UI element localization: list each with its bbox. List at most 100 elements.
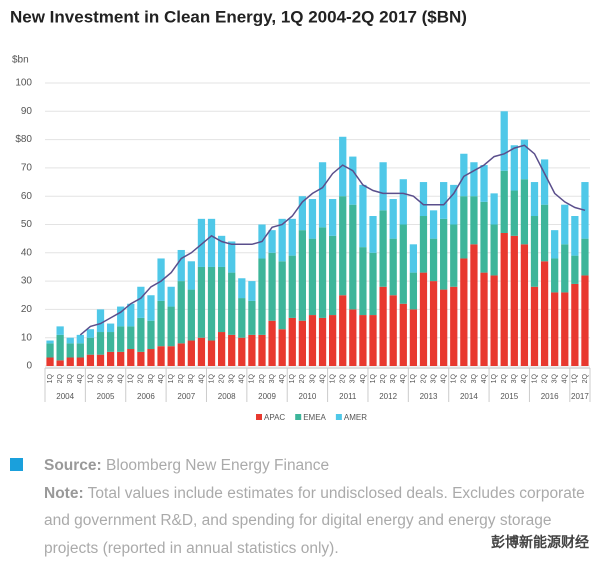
bar-segment [117, 306, 125, 327]
bar-segment [490, 275, 498, 366]
bar-segment [470, 244, 478, 366]
bar-segment [308, 315, 317, 366]
x-tick-label: 1Q [289, 373, 296, 383]
x-tick-label: 1Q [249, 373, 256, 383]
bar-segment [389, 199, 397, 239]
bar-segment [460, 153, 468, 197]
x-tick-label: 4Q [198, 373, 205, 383]
bar-segment [379, 286, 387, 366]
x-tick-label: 2Q [501, 373, 508, 383]
bar-segment [399, 179, 407, 225]
year-label: 2013 [420, 392, 438, 401]
bar-segment [106, 323, 115, 333]
x-tick-label: 1Q [208, 373, 215, 383]
x-tick-label: 3Q [511, 373, 518, 383]
x-tick-label: 4Q [77, 373, 84, 383]
bar-segment [137, 351, 145, 366]
bar-segment [510, 190, 518, 236]
x-tick-label: 2Q [178, 373, 185, 383]
x-tick-label: 4Q [158, 373, 165, 383]
bar-segment [318, 162, 327, 228]
bar-segment [379, 210, 387, 287]
bar-segment [167, 306, 175, 347]
bar-segment [238, 278, 246, 299]
watermark: 彭博新能源财经 [491, 534, 589, 550]
bar-segment [96, 309, 105, 333]
source-line: Source: Bloomberg New Energy Finance [44, 452, 589, 480]
bar-segment [258, 334, 266, 366]
bar-segment [379, 162, 387, 211]
bar-segment [339, 136, 347, 197]
x-tick-label: 1Q [531, 373, 538, 383]
year-label: 2006 [137, 392, 155, 401]
x-tick-label: 1Q [451, 373, 458, 383]
x-tick-label: 3Q [471, 373, 478, 383]
bar-segment [217, 266, 226, 333]
x-tick-label: 3Q [269, 373, 276, 383]
legend-swatch [295, 414, 302, 420]
bar-segment [278, 329, 286, 366]
bar-segment [147, 349, 155, 366]
bar-segment [349, 204, 357, 310]
bar-segment [450, 224, 458, 287]
bar-segment [187, 261, 195, 290]
bar-segment [197, 337, 206, 366]
x-tick-label: 1Q [491, 373, 498, 383]
bar-segment [46, 343, 54, 358]
bar-segment [540, 261, 549, 366]
bar-segment [339, 295, 347, 366]
bar-segment [470, 196, 478, 245]
legend-label: AMER [344, 413, 367, 422]
chart-title: New Investment in Clean Energy, 1Q 2004-… [10, 7, 467, 26]
bar-segment [460, 258, 468, 366]
bar-segment [86, 337, 95, 355]
y-tick-label: 10 [21, 332, 33, 343]
x-tick-label: 2Q [582, 373, 589, 383]
x-tick-label: 3Q [148, 373, 155, 383]
bar-segment [429, 210, 438, 239]
bar-segment [106, 351, 115, 366]
bar-segment [480, 272, 488, 366]
bar-segment [500, 170, 508, 233]
bar-segment [288, 255, 296, 318]
bar-segment [440, 182, 448, 219]
bar-segment [217, 235, 226, 267]
y-tick-label: 50 [21, 219, 33, 230]
bar-segment [137, 286, 145, 318]
bar-segment [520, 244, 529, 366]
y-tick-label: 20 [21, 304, 33, 315]
note-text: Total values include estimates for undis… [44, 484, 585, 557]
bar-segment [520, 179, 529, 245]
trend-line [79, 144, 586, 336]
bar-segment [248, 334, 256, 366]
bar-segment [329, 199, 337, 236]
legend-label: APAC [264, 413, 285, 422]
bar-segment [96, 354, 105, 366]
bar-segment [561, 292, 569, 366]
bar-segment [177, 281, 185, 344]
bar-segment [480, 165, 488, 202]
bar-segment [540, 159, 549, 205]
year-label: 2005 [97, 392, 115, 401]
bar-segment [581, 275, 589, 366]
bar-segment [86, 354, 95, 366]
x-tick-label: 3Q [229, 373, 236, 383]
bar-segment [530, 182, 539, 217]
bar-segment [399, 303, 407, 366]
bar-segment [329, 315, 337, 366]
bar-segment [369, 216, 377, 253]
bar-segment [228, 334, 236, 366]
y-axis-label: $bn [12, 55, 29, 66]
bar-segment [76, 357, 84, 366]
x-tick-label: 3Q [390, 373, 397, 383]
bar-segment [530, 216, 539, 287]
chart: New Investment in Clean Energy, 1Q 2004-… [10, 7, 591, 422]
x-tick-label: 1Q [329, 373, 336, 383]
bar-segment [369, 252, 377, 316]
bar-segment [248, 300, 256, 335]
source-text: Bloomberg New Energy Finance [106, 457, 330, 474]
bar-segment [440, 218, 448, 290]
bar-segment [157, 258, 165, 301]
year-label: 2009 [258, 392, 276, 401]
bar-segment [429, 281, 438, 366]
